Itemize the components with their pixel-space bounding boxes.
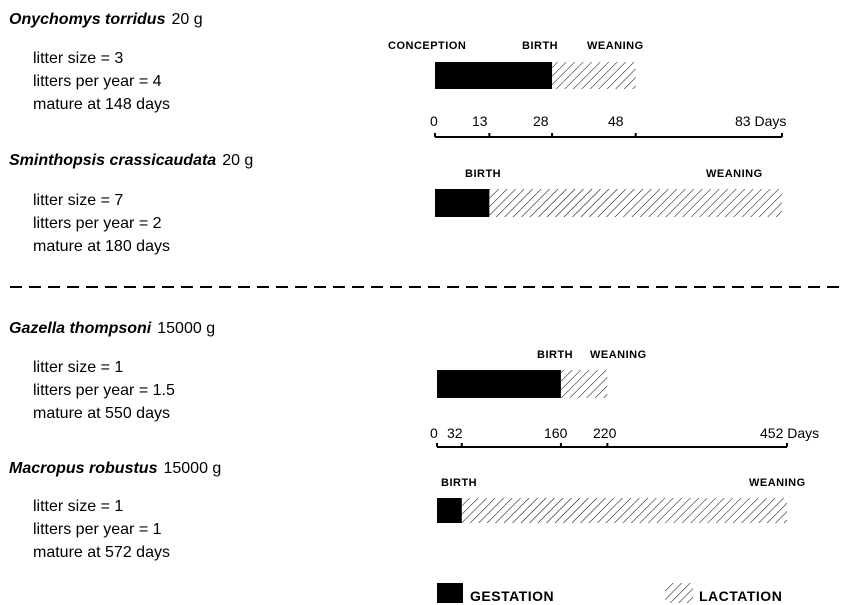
lactation-bar bbox=[560, 370, 608, 398]
event-label-birth: BIRTH bbox=[441, 477, 478, 489]
species-name: Macropus robustus bbox=[9, 460, 158, 477]
lactation-bar bbox=[461, 498, 787, 523]
gestation-bar bbox=[437, 498, 462, 523]
species-title-gazella: Gazella thompsoni 15000 g bbox=[9, 320, 215, 338]
species-mass: 20 g bbox=[222, 152, 254, 169]
axis-tick-label: 452 Days bbox=[760, 425, 820, 441]
axis-tick-label: 32 bbox=[447, 425, 463, 441]
species-name: Gazella thompsoni bbox=[9, 320, 152, 337]
axis-tick-label: 48 bbox=[608, 113, 624, 129]
maturity-text: mature at 180 days bbox=[33, 238, 170, 255]
species-title-onychomys: Onychomys torridus 20 g bbox=[9, 11, 203, 29]
lactation-bar bbox=[552, 62, 636, 89]
axis-tick-label: 28 bbox=[533, 113, 549, 129]
species-mass: 15000 g bbox=[157, 320, 216, 337]
species-name: Sminthopsis crassicaudata bbox=[9, 152, 217, 169]
species-mass: 15000 g bbox=[163, 460, 222, 477]
gestation-bar bbox=[435, 189, 490, 217]
maturity-text: mature at 550 days bbox=[33, 405, 170, 422]
axis-tick-label: 220 bbox=[593, 425, 617, 441]
legend-lactation-swatch bbox=[665, 583, 693, 603]
litter-size-text: litter size = 7 bbox=[33, 192, 124, 209]
axis-tick-label: 160 bbox=[544, 425, 568, 441]
gestation-bar bbox=[437, 370, 561, 398]
species-mass: 20 g bbox=[171, 11, 203, 28]
species-name: Onychomys torridus bbox=[9, 11, 166, 28]
litters-per-year-text: litters per year = 2 bbox=[33, 215, 162, 232]
maturity-text: mature at 148 days bbox=[33, 96, 170, 113]
litters-per-year-text: litters per year = 1.5 bbox=[33, 382, 175, 399]
legend-label-gestation: GESTATION bbox=[470, 588, 555, 604]
species-title-macropus: Macropus robustus 15000 g bbox=[9, 460, 221, 478]
litters-per-year-text: litters per year = 4 bbox=[33, 73, 162, 90]
axis-tick-label: 13 bbox=[472, 113, 488, 129]
event-label-weaning: WEANING bbox=[749, 477, 806, 489]
species-stats-macropus: litter size = 1 litters per year = 1 mat… bbox=[33, 495, 170, 564]
event-label-birth: BIRTH bbox=[465, 168, 502, 180]
legend-label-lactation: LACTATION bbox=[699, 588, 783, 604]
litter-size-text: litter size = 1 bbox=[33, 498, 124, 515]
species-stats-onychomys: litter size = 3 litters per year = 4 mat… bbox=[33, 47, 170, 116]
axis-tick-label: 0 bbox=[430, 113, 438, 129]
gestation-bar bbox=[435, 62, 553, 89]
event-label-weaning: WEANING bbox=[590, 349, 647, 361]
lactation-bar bbox=[489, 189, 782, 217]
event-label-birth: BIRTH bbox=[522, 40, 559, 52]
axis-tick-label: 0 bbox=[430, 425, 438, 441]
litter-size-text: litter size = 1 bbox=[33, 359, 124, 376]
event-label-conception: CONCEPTION bbox=[388, 40, 467, 52]
legend-gestation-swatch bbox=[437, 583, 463, 603]
litters-per-year-text: litters per year = 1 bbox=[33, 521, 162, 538]
event-label-weaning: WEANING bbox=[587, 40, 644, 52]
species-stats-gazella: litter size = 1 litters per year = 1.5 m… bbox=[33, 356, 175, 425]
litter-size-text: litter size = 3 bbox=[33, 50, 124, 67]
species-title-sminthopsis: Sminthopsis crassicaudata 20 g bbox=[9, 152, 253, 170]
event-label-birth: BIRTH bbox=[537, 349, 574, 361]
maturity-text: mature at 572 days bbox=[33, 544, 170, 561]
species-stats-sminthopsis: litter size = 7 litters per year = 2 mat… bbox=[33, 189, 170, 258]
axis-tick-label: 83 Days bbox=[735, 113, 787, 129]
event-label-weaning: WEANING bbox=[706, 168, 763, 180]
